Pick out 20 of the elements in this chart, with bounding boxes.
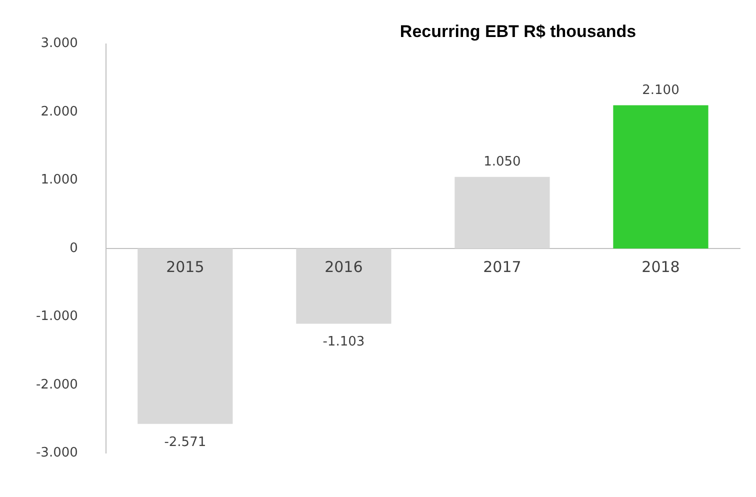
y-tick-label: -2.000: [36, 377, 78, 392]
y-tick-label: 3.000: [40, 36, 78, 52]
bar: [296, 248, 392, 324]
data-label: 2.100: [642, 83, 680, 98]
y-tick-label: 2.000: [40, 104, 78, 120]
data-label: -1.103: [322, 334, 365, 350]
data-label: 1.050: [484, 154, 521, 170]
bar: [613, 105, 708, 248]
x-tick-label: 2016: [324, 258, 363, 276]
y-tick-label: -3.000: [36, 446, 78, 461]
x-tick-label: 2018: [642, 258, 680, 276]
x-tick-label: 2015: [166, 258, 204, 276]
y-tick-label: -1.000: [36, 309, 78, 324]
bar: [138, 248, 233, 424]
bar: [454, 176, 550, 248]
chart-title: Recurring EBT R$ thousands: [398, 22, 638, 42]
y-tick-label: 0: [70, 240, 78, 256]
x-tick-label: 2017: [483, 258, 522, 276]
data-label: -2.571: [164, 434, 206, 450]
y-tick-label: 1.000: [40, 172, 78, 188]
